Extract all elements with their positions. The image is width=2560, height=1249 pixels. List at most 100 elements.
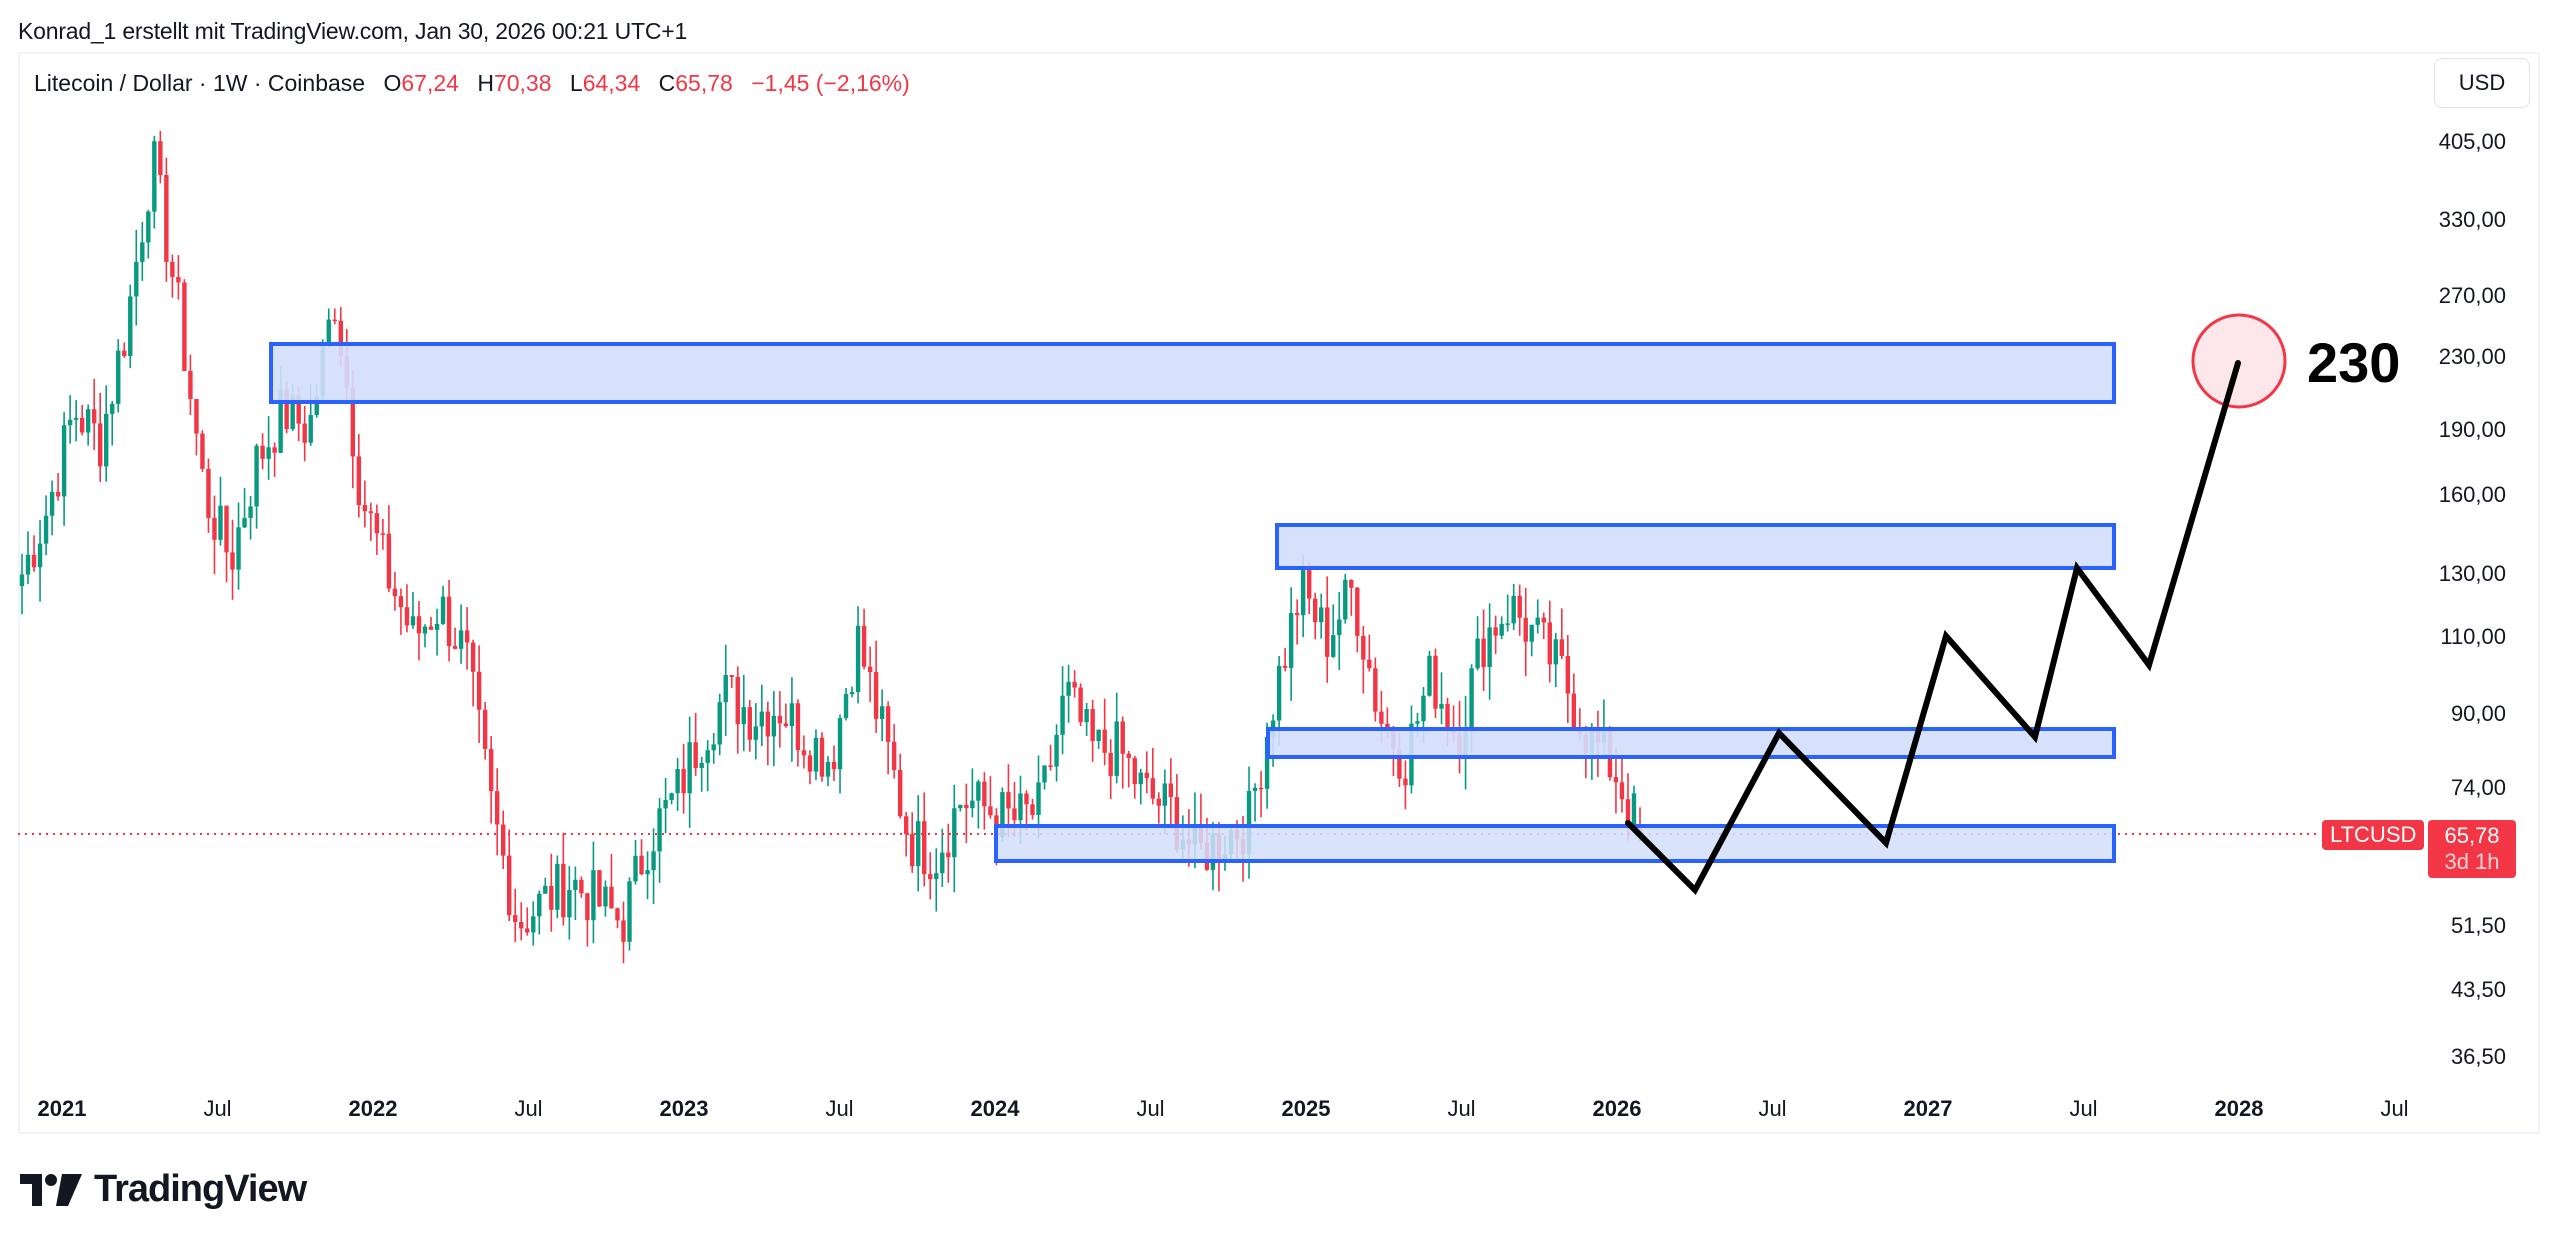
candle-up	[705, 750, 710, 763]
candle-down	[861, 625, 867, 667]
candle-up	[1415, 721, 1420, 724]
candle-down	[1625, 799, 1631, 825]
candle-down	[1613, 777, 1619, 783]
high-label: H	[477, 70, 494, 96]
candle-up	[1469, 668, 1474, 728]
candle-up	[825, 761, 831, 777]
candle-up	[603, 886, 608, 907]
candle-down	[194, 399, 199, 434]
symbol-price-tag: LTCUSD	[2322, 820, 2425, 850]
time-tick-year: 2023	[659, 1096, 709, 1121]
price-tick: 110,00	[2440, 624, 2506, 650]
target-price-label[interactable]: 230	[2307, 331, 2401, 394]
candle-down	[1078, 687, 1083, 723]
candle-down	[1120, 721, 1125, 754]
candle-up	[1054, 734, 1059, 767]
symbol-title[interactable]: Litecoin / Dollar · 1W · Coinbase	[34, 70, 366, 96]
candle-up	[675, 769, 680, 794]
candle-down	[284, 389, 289, 430]
price-tick: 330,00	[2438, 206, 2506, 232]
candle-up	[1288, 612, 1294, 668]
candle-down	[982, 781, 987, 807]
candle-up	[1331, 635, 1336, 657]
candle-down	[579, 879, 584, 894]
candle-down	[1493, 627, 1498, 636]
price-tick: 43,50	[2450, 977, 2506, 1003]
candle-up	[134, 261, 139, 297]
candle-up	[952, 808, 957, 858]
candle-up	[1300, 569, 1306, 616]
candle-up	[940, 852, 945, 874]
candle-down	[585, 893, 590, 921]
candle-down	[170, 261, 175, 278]
tradingview-logo-icon	[20, 1173, 82, 1206]
close-value: 65,78	[675, 70, 733, 96]
candle-down	[1030, 804, 1035, 815]
time-tick-month: Jul	[825, 1096, 854, 1121]
candle-down	[1403, 778, 1408, 786]
candle-up	[242, 517, 247, 528]
candle-up	[43, 515, 49, 544]
zone-rectangle-3[interactable]	[1266, 727, 2116, 759]
candle-down	[1565, 655, 1571, 694]
tradingview-logo[interactable]: TradingView	[20, 1168, 307, 1211]
time-tick-year: 2028	[2214, 1096, 2264, 1121]
price-tick: 230,00	[2438, 343, 2506, 369]
candle-down	[164, 174, 169, 262]
zone-rectangle-2[interactable]	[1275, 523, 2116, 570]
candle-up	[717, 702, 722, 745]
candle-down	[615, 908, 620, 921]
candle-down	[158, 141, 163, 175]
candle-down	[903, 816, 909, 835]
low-label: L	[569, 70, 583, 96]
time-tick-month: Jul	[1136, 1096, 1165, 1121]
candle-up	[567, 890, 572, 918]
symbol-legend: Litecoin / Dollar · 1W · Coinbase O67,24…	[34, 70, 910, 97]
candle-up	[248, 506, 253, 518]
currency-button[interactable]: USD	[2434, 58, 2530, 108]
candle-down	[964, 804, 969, 809]
support-resistance-zones[interactable]	[269, 342, 2116, 863]
projection-path[interactable]	[1625, 360, 2241, 895]
candle-up	[1475, 638, 1480, 669]
zone-rectangle-1[interactable]	[269, 342, 2116, 404]
candle-down	[795, 703, 801, 751]
candle-down	[380, 533, 386, 535]
candle-down	[188, 370, 193, 400]
candle-up	[855, 625, 861, 693]
candle-down	[1150, 778, 1155, 799]
candle-up	[152, 141, 157, 212]
candle-down	[1126, 753, 1131, 759]
candle-down	[482, 709, 488, 750]
candle-up	[759, 711, 765, 727]
candle-down	[1355, 587, 1360, 636]
candle-down	[525, 928, 530, 933]
candle-down	[885, 706, 891, 742]
candle-up	[1319, 607, 1324, 623]
candle-up	[1529, 624, 1534, 642]
zone-rectangle-4[interactable]	[994, 824, 2116, 863]
candle-up	[916, 821, 921, 867]
candle-down	[1571, 693, 1577, 729]
candle-down	[1547, 622, 1552, 665]
candle-up	[1000, 792, 1005, 837]
candle-down	[777, 715, 783, 724]
candle-down	[1108, 752, 1113, 776]
candle-up	[1631, 793, 1637, 825]
candle-up	[663, 799, 668, 809]
candle-up	[687, 742, 692, 794]
current-price-value: 65,78	[2444, 823, 2500, 848]
candle-down	[597, 870, 602, 907]
candle-down	[362, 505, 368, 512]
candle-down	[1072, 681, 1077, 688]
candle-down	[464, 630, 470, 643]
time-tick-year: 2027	[1903, 1096, 1953, 1121]
candle-down	[1024, 793, 1029, 805]
candle-up	[308, 414, 313, 443]
time-tick-month: Jul	[1758, 1096, 1787, 1121]
candle-up	[440, 596, 446, 624]
candle-up	[555, 863, 560, 910]
candle-down	[416, 616, 422, 634]
candle-down	[928, 874, 933, 880]
